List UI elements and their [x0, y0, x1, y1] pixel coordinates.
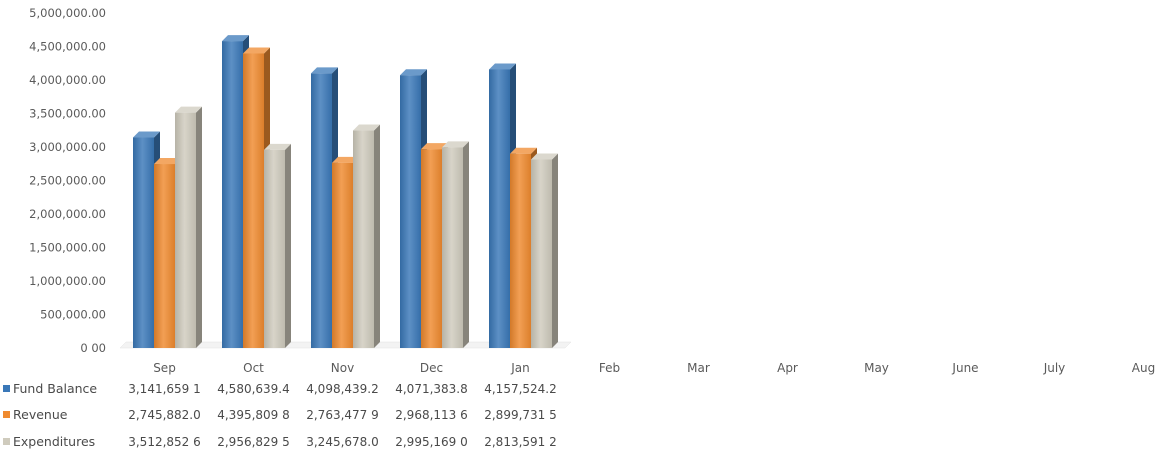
data-label: 4,098,439.2 [306, 382, 379, 396]
x-tick-label: Sep [153, 361, 176, 375]
bar-side [463, 141, 469, 348]
bar-side [285, 143, 291, 348]
x-tick-label: Oct [243, 361, 264, 375]
bar [154, 164, 175, 348]
bar-top [243, 47, 270, 54]
data-table: Fund Balance 3,141,659 1 4,580,639.4 4,098,… [3, 381, 557, 449]
x-tick-label: Mar [687, 361, 710, 375]
y-tick-label: 4,500,000.00 [29, 40, 106, 54]
bar-top [489, 63, 516, 70]
x-tick-label: June [951, 361, 978, 375]
y-tick-label: 5,000,000.00 [29, 6, 106, 20]
data-label: 2,968,113 6 [395, 408, 468, 422]
bar-expenditures-jan [531, 153, 558, 348]
bars [133, 35, 558, 349]
data-label: 4,395,809 8 [217, 408, 290, 422]
x-axis: Sep Oct Nov Dec Jan Feb Mar Apr May June July Aug [153, 361, 1155, 375]
bar-expenditures-nov [353, 124, 380, 348]
bar [222, 41, 243, 348]
bar-side [552, 153, 558, 348]
bar-top [421, 143, 448, 150]
y-tick-label: 0 00 [80, 341, 106, 355]
bar [353, 130, 374, 348]
x-tick-label: Feb [599, 361, 620, 375]
legend-swatch [3, 385, 10, 392]
bar-top [332, 156, 359, 163]
x-tick-label: Apr [777, 361, 798, 375]
bar [531, 159, 552, 348]
bar-side [196, 106, 202, 348]
data-label: 2,899,731 5 [484, 408, 557, 422]
data-label: 4,071,383.8 [395, 382, 468, 396]
bar [133, 137, 154, 348]
bar [175, 112, 196, 348]
bar-top [154, 158, 181, 165]
legend-label: Fund Balance [13, 381, 97, 396]
y-tick-label: 3,500,000.00 [29, 107, 106, 121]
bar-top [353, 124, 380, 131]
data-label: 2,956,829 5 [217, 435, 290, 449]
x-tick-label: Jan [510, 361, 530, 375]
y-tick-label: 3,000,000.00 [29, 140, 106, 154]
bar-top [222, 35, 249, 42]
data-label: 2,813,591 2 [484, 435, 557, 449]
y-tick-label: 4,000,000.00 [29, 73, 106, 87]
legend-swatch [3, 438, 10, 445]
legend-swatch [3, 411, 10, 418]
bar [421, 149, 442, 348]
x-tick-label: Dec [420, 361, 443, 375]
data-label: 3,512,852 6 [128, 435, 201, 449]
x-tick-label: Nov [331, 361, 354, 375]
bar-expenditures-dec [442, 141, 469, 348]
data-label: 2,745,882.0 [128, 408, 201, 422]
bar-top [264, 143, 291, 150]
bar-top [400, 69, 427, 76]
bar-top [175, 106, 202, 113]
y-tick-label: 1,500,000.00 [29, 241, 106, 255]
bar-top [531, 153, 558, 160]
x-tick-label: July [1043, 361, 1066, 375]
data-label: 4,580,639.4 [217, 382, 290, 396]
y-tick-label: 1,000,000.00 [29, 274, 106, 288]
bar-top [442, 141, 469, 148]
y-tick-label: 2,000,000.00 [29, 207, 106, 221]
x-tick-label: May [864, 361, 889, 375]
bar [264, 149, 285, 348]
y-tick-label: 500,000.00 [40, 308, 106, 322]
data-label: 3,245,678.0 [306, 435, 379, 449]
data-label: 2,995,169 0 [395, 435, 468, 449]
bar [510, 153, 531, 348]
legend-label: Revenue [13, 407, 68, 422]
data-label: 2,763,477 9 [306, 408, 379, 422]
y-tick-label: 2,500,000.00 [29, 174, 106, 188]
data-label: 4,157,524.2 [484, 382, 557, 396]
bar-top [510, 147, 537, 154]
bar [332, 162, 353, 348]
bar-top [133, 131, 160, 138]
y-axis: 0 00 500,000.00 1,000,000.00 1,500,000.00 2,… [29, 6, 106, 355]
bar-expenditures-sep [175, 106, 202, 348]
bar-top [311, 67, 338, 74]
bar [489, 69, 510, 349]
bar [311, 73, 332, 348]
data-label: 3,141,659 1 [128, 382, 201, 396]
legend-label: Expenditures [13, 434, 95, 449]
bar [400, 75, 421, 348]
bar [243, 53, 264, 348]
x-tick-label: Aug [1132, 361, 1155, 375]
bar [442, 147, 463, 348]
bar-expenditures-oct [264, 143, 291, 348]
bar-side [374, 124, 380, 348]
